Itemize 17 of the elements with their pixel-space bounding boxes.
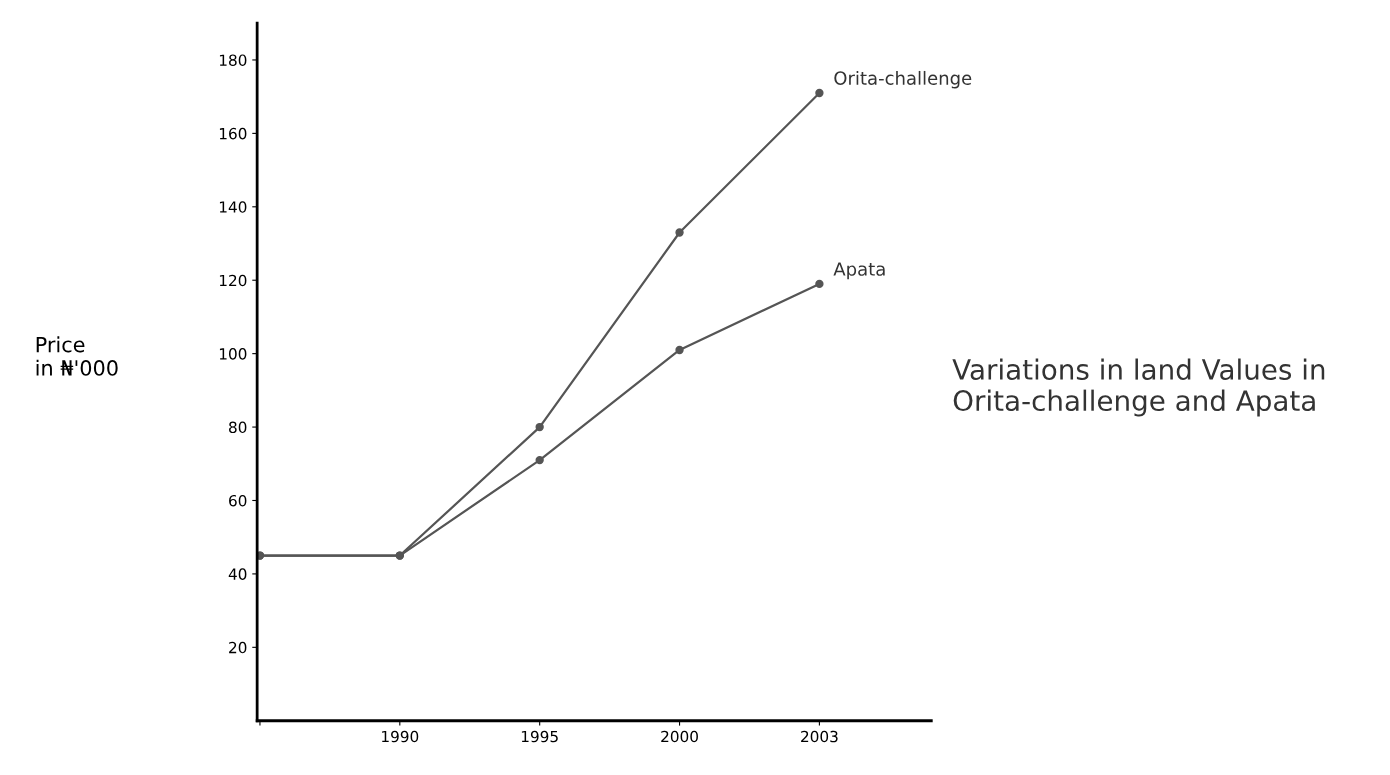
- y-tick-label: 60: [229, 494, 247, 507]
- y-tick-label: 120: [219, 274, 247, 287]
- y-tick-label: 80: [229, 421, 247, 434]
- y-tick-label: 160: [219, 127, 247, 140]
- y-tick-label: 140: [219, 201, 247, 213]
- y-tick-label: 40: [228, 568, 247, 580]
- x-tick-label: 2003: [801, 730, 838, 743]
- y-tick-label: 180: [219, 54, 247, 66]
- series-label: Orita-challenge: [834, 70, 972, 89]
- y-tick-label: 20: [229, 641, 247, 654]
- x-tick-label: 1990: [382, 730, 419, 743]
- series-label: Apata: [833, 262, 885, 280]
- text: Variations in land Values in Orita-challenge and Apata: [952, 358, 1325, 417]
- x-tick-label: 1995: [521, 730, 558, 743]
- y-axis-title: Price in ₦'000: [36, 336, 118, 376]
- x-tick-label: 2000: [661, 730, 698, 743]
- y-tick-label: 100: [219, 348, 247, 360]
